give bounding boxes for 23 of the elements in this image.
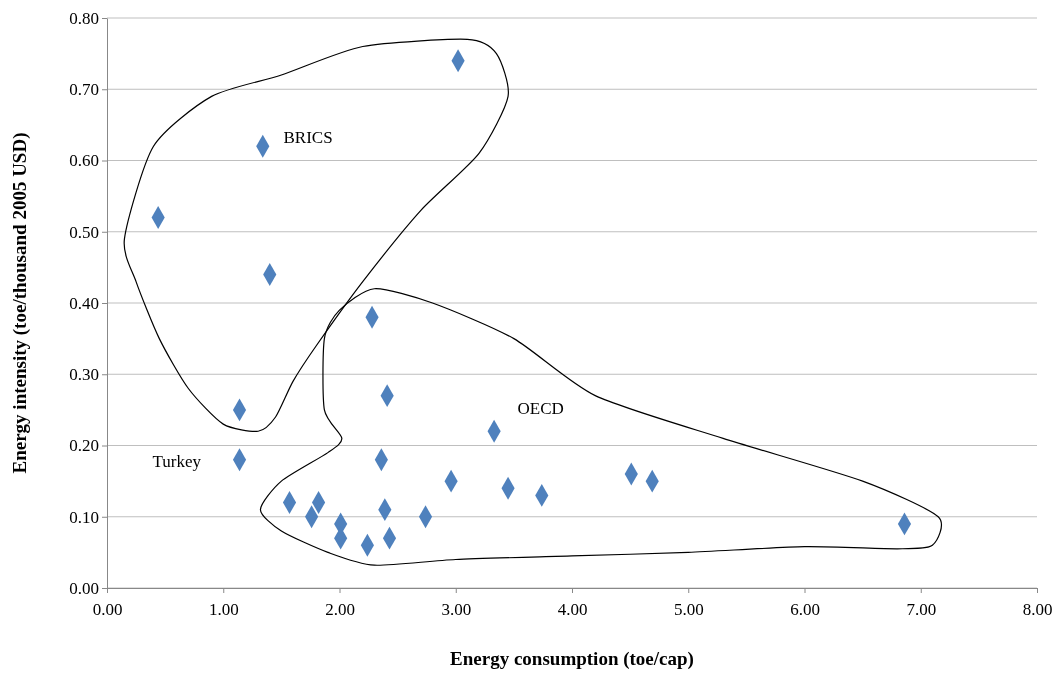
- y-tick-label: 0.70: [69, 80, 99, 100]
- annotation: Turkey: [152, 452, 202, 472]
- y-tick-label: 0.50: [69, 222, 99, 242]
- x-tick-label: 8.00: [1022, 599, 1053, 619]
- x-tick-label: 7.00: [906, 599, 937, 619]
- y-tick-label: 0.60: [69, 151, 99, 171]
- y-tick-label: 0.10: [69, 507, 99, 527]
- y-tick-label: 0.40: [69, 293, 99, 313]
- x-tick-label: 3.00: [441, 599, 472, 619]
- x-axis-title: Energy consumption (toe/cap): [450, 648, 694, 670]
- annotation: OECD: [517, 398, 564, 418]
- x-tick-label: 6.00: [790, 599, 820, 619]
- y-tick-label: 0.80: [69, 8, 99, 28]
- y-tick-label: 0.20: [69, 436, 99, 456]
- x-tick-label: 5.00: [673, 599, 704, 619]
- y-tick-label: 0.00: [69, 578, 99, 598]
- x-tick-label: 0.00: [92, 599, 123, 619]
- annotation: BRICS: [283, 128, 333, 148]
- x-tick-label: 1.00: [208, 599, 239, 619]
- y-axis-title: Energy intensity (toe/thousand 2005 USD): [9, 132, 31, 474]
- y-tick-label: 0.30: [69, 365, 99, 385]
- x-tick-label: 2.00: [325, 599, 355, 619]
- x-tick-label: 4.00: [557, 599, 588, 619]
